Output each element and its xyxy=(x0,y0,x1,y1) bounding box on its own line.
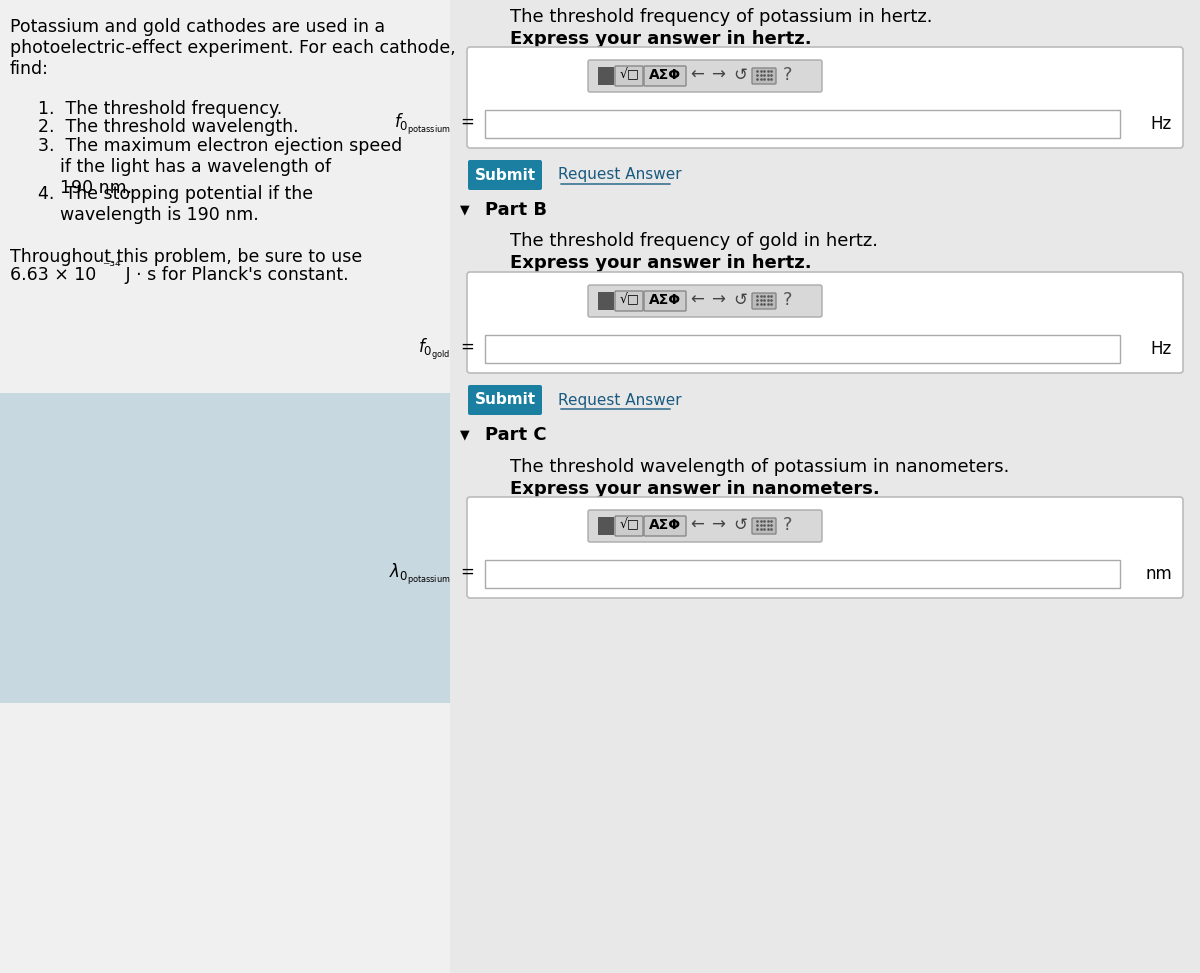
FancyBboxPatch shape xyxy=(616,66,643,86)
Text: nm: nm xyxy=(1145,565,1172,583)
FancyBboxPatch shape xyxy=(752,293,776,309)
Text: ↺: ↺ xyxy=(733,291,746,309)
Text: ←: ← xyxy=(690,66,704,84)
Text: →: → xyxy=(712,516,725,534)
Text: $f_{0_{\mathrm{gold}}}$  =: $f_{0_{\mathrm{gold}}}$ = xyxy=(419,337,475,362)
Text: Throughout this problem, be sure to use: Throughout this problem, be sure to use xyxy=(10,248,362,266)
FancyBboxPatch shape xyxy=(644,66,686,86)
Text: Request Answer: Request Answer xyxy=(558,392,682,408)
Text: AΣΦ: AΣΦ xyxy=(649,68,682,82)
Text: Submit: Submit xyxy=(474,392,535,408)
FancyBboxPatch shape xyxy=(485,335,1120,363)
Text: √□: √□ xyxy=(619,294,638,306)
FancyBboxPatch shape xyxy=(467,497,1183,598)
FancyBboxPatch shape xyxy=(616,291,643,311)
FancyBboxPatch shape xyxy=(752,68,776,84)
FancyBboxPatch shape xyxy=(588,510,822,542)
FancyBboxPatch shape xyxy=(598,517,614,535)
Text: $f_{0_{\mathrm{potassium}}}$  =: $f_{0_{\mathrm{potassium}}}$ = xyxy=(394,112,475,136)
Text: →: → xyxy=(712,66,725,84)
Text: √□: √□ xyxy=(619,519,638,531)
FancyBboxPatch shape xyxy=(450,0,1200,973)
Text: $\lambda_{0_{\mathrm{potassium}}}$  =: $\lambda_{0_{\mathrm{potassium}}}$ = xyxy=(389,561,475,587)
Text: Express your answer in nanometers.: Express your answer in nanometers. xyxy=(510,480,880,498)
Text: 3.  The maximum electron ejection speed
    if the light has a wavelength of
   : 3. The maximum electron ejection speed i… xyxy=(38,137,402,197)
FancyBboxPatch shape xyxy=(588,285,822,317)
Text: √□: √□ xyxy=(619,68,638,82)
Text: Express your answer in hertz.: Express your answer in hertz. xyxy=(510,254,811,272)
FancyBboxPatch shape xyxy=(485,110,1120,138)
Text: AΣΦ: AΣΦ xyxy=(649,518,682,532)
FancyBboxPatch shape xyxy=(598,292,614,310)
FancyBboxPatch shape xyxy=(644,291,686,311)
Text: Hz: Hz xyxy=(1151,340,1172,358)
FancyBboxPatch shape xyxy=(588,60,822,92)
Text: ←: ← xyxy=(690,291,704,309)
FancyBboxPatch shape xyxy=(485,560,1120,588)
FancyBboxPatch shape xyxy=(616,516,643,536)
Text: Potassium and gold cathodes are used in a
photoelectric-effect experiment. For e: Potassium and gold cathodes are used in … xyxy=(10,18,456,78)
Text: 4.  The stopping potential if the
    wavelength is 190 nm.: 4. The stopping potential if the wavelen… xyxy=(38,185,313,224)
Text: AΣΦ: AΣΦ xyxy=(649,293,682,307)
Text: Part C: Part C xyxy=(485,426,547,444)
FancyBboxPatch shape xyxy=(598,67,614,85)
Text: ⁻³⁴: ⁻³⁴ xyxy=(102,260,121,274)
FancyBboxPatch shape xyxy=(467,47,1183,148)
FancyBboxPatch shape xyxy=(468,385,542,415)
Text: ?: ? xyxy=(784,516,793,534)
Text: Hz: Hz xyxy=(1151,115,1172,133)
Text: ↺: ↺ xyxy=(733,516,746,534)
Text: →: → xyxy=(712,291,725,309)
Text: The threshold wavelength of potassium in nanometers.: The threshold wavelength of potassium in… xyxy=(510,458,1009,476)
Text: J · s for Planck's constant.: J · s for Planck's constant. xyxy=(120,266,349,284)
Text: ?: ? xyxy=(784,66,793,84)
FancyBboxPatch shape xyxy=(468,160,542,190)
Text: 1.  The threshold frequency.: 1. The threshold frequency. xyxy=(38,100,282,118)
Text: ▼: ▼ xyxy=(460,203,470,217)
Text: Part B: Part B xyxy=(485,201,547,219)
Text: 2.  The threshold wavelength.: 2. The threshold wavelength. xyxy=(38,118,299,136)
Text: Request Answer: Request Answer xyxy=(558,167,682,183)
Text: ▼: ▼ xyxy=(460,428,470,442)
Text: The threshold frequency of gold in hertz.: The threshold frequency of gold in hertz… xyxy=(510,232,878,250)
Text: 6.63 × 10: 6.63 × 10 xyxy=(10,266,96,284)
Text: Submit: Submit xyxy=(474,167,535,183)
Text: The threshold frequency of potassium in hertz.: The threshold frequency of potassium in … xyxy=(510,8,932,26)
Text: ↺: ↺ xyxy=(733,66,746,84)
FancyBboxPatch shape xyxy=(0,393,450,703)
Text: ?: ? xyxy=(784,291,793,309)
FancyBboxPatch shape xyxy=(644,516,686,536)
Text: ←: ← xyxy=(690,516,704,534)
FancyBboxPatch shape xyxy=(467,272,1183,373)
FancyBboxPatch shape xyxy=(752,518,776,534)
Text: Express your answer in hertz.: Express your answer in hertz. xyxy=(510,30,811,48)
